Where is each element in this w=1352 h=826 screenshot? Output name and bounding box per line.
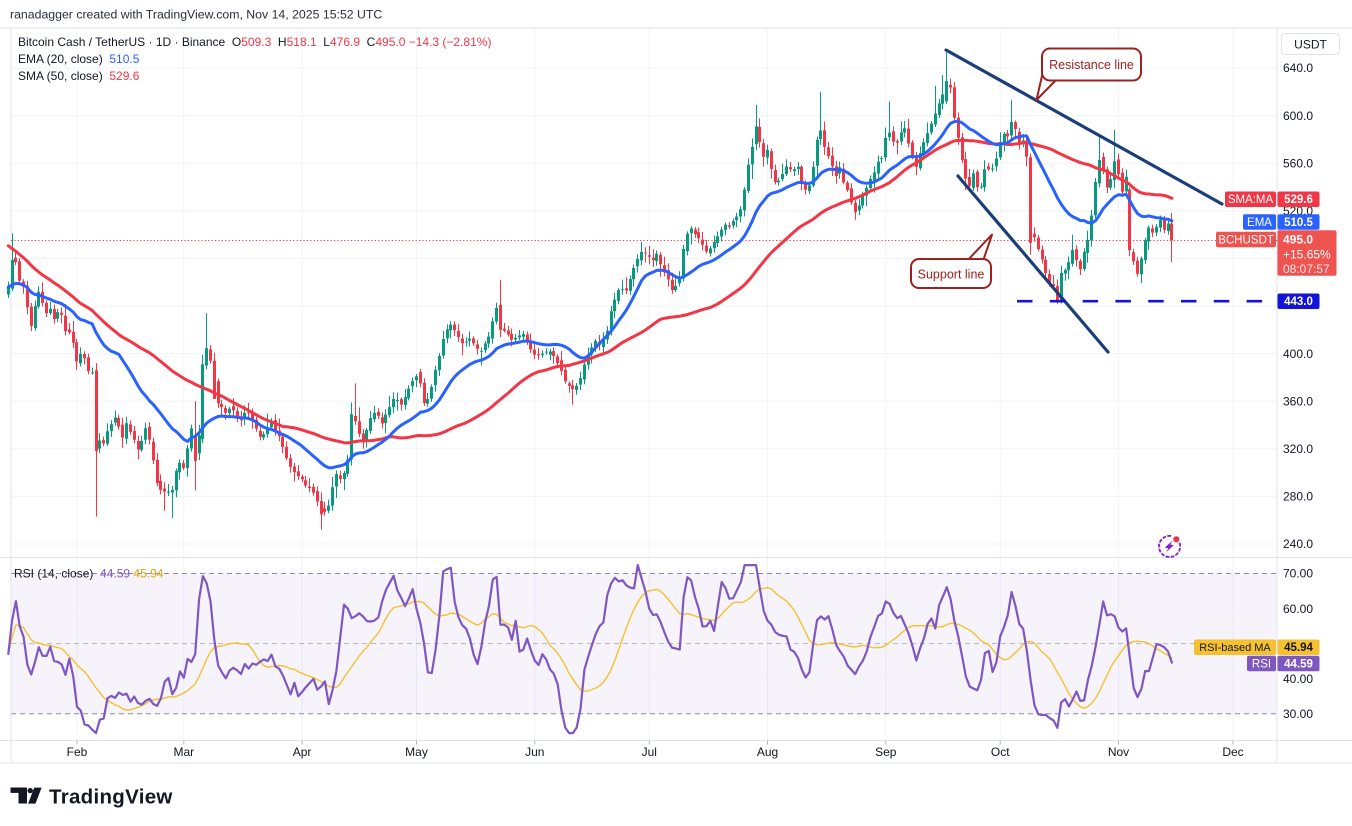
svg-text:495.0: 495.0 [1283, 233, 1313, 247]
svg-text:Oct: Oct [991, 745, 1010, 759]
svg-text:443.0: 443.0 [1284, 296, 1313, 308]
svg-text:08:07:57: 08:07:57 [1283, 262, 1330, 276]
svg-text:240.0: 240.0 [1283, 537, 1313, 551]
svg-text:70.00: 70.00 [1283, 567, 1313, 581]
svg-text:EMA: EMA [1247, 217, 1272, 229]
svg-text:560.0: 560.0 [1283, 156, 1313, 170]
svg-text:600.0: 600.0 [1283, 109, 1313, 123]
svg-text:Jun: Jun [525, 745, 544, 759]
svg-text:RSI: RSI [1252, 659, 1271, 671]
svg-text:Bitcoin Cash / TetherUS · 1D ·: Bitcoin Cash / TetherUS · 1D · Binance O… [18, 35, 491, 49]
svg-text:RSI (14, close) 44.59 45.94: RSI (14, close) 44.59 45.94 [14, 567, 164, 581]
svg-text:May: May [405, 745, 428, 759]
svg-text:SMA:MA: SMA:MA [1228, 194, 1274, 206]
svg-text:320.0: 320.0 [1283, 442, 1313, 456]
svg-text:400.0: 400.0 [1283, 347, 1313, 361]
svg-text:360.0: 360.0 [1283, 394, 1313, 408]
svg-text:EMA (20, close) 510.5: EMA (20, close) 510.5 [18, 52, 140, 66]
svg-text:510.5: 510.5 [1284, 217, 1313, 229]
svg-text:Nov: Nov [1108, 745, 1129, 759]
svg-text:TradingView: TradingView [49, 786, 173, 809]
svg-text:RSI-based MA: RSI-based MA [1199, 642, 1271, 654]
svg-text:+15.65%: +15.65% [1283, 248, 1331, 262]
svg-text:280.0: 280.0 [1283, 490, 1313, 504]
svg-text:Jul: Jul [642, 745, 657, 759]
svg-text:Mar: Mar [173, 745, 194, 759]
svg-text:60.00: 60.00 [1283, 602, 1313, 616]
svg-text:SMA (50, close) 529.6: SMA (50, close) 529.6 [18, 69, 140, 83]
svg-text:BCHUSDT: BCHUSDT [1218, 235, 1274, 247]
svg-text:45.94: 45.94 [1284, 642, 1313, 654]
svg-text:Support line: Support line [918, 268, 985, 282]
svg-text:44.59: 44.59 [1284, 659, 1313, 671]
svg-text:Sep: Sep [875, 745, 897, 759]
svg-text:ranadagger created with Tradin: ranadagger created with TradingView.com,… [10, 8, 382, 22]
svg-text:Apr: Apr [293, 745, 312, 759]
svg-text:30.00: 30.00 [1283, 707, 1313, 721]
svg-text:USDT: USDT [1294, 38, 1327, 52]
svg-text:Aug: Aug [757, 745, 778, 759]
svg-text:640.0: 640.0 [1283, 61, 1313, 75]
svg-text:Dec: Dec [1222, 745, 1243, 759]
svg-text:529.6: 529.6 [1284, 194, 1313, 206]
svg-text:Resistance line: Resistance line [1049, 58, 1134, 72]
svg-text:Feb: Feb [67, 745, 88, 759]
svg-text:40.00: 40.00 [1283, 672, 1313, 686]
